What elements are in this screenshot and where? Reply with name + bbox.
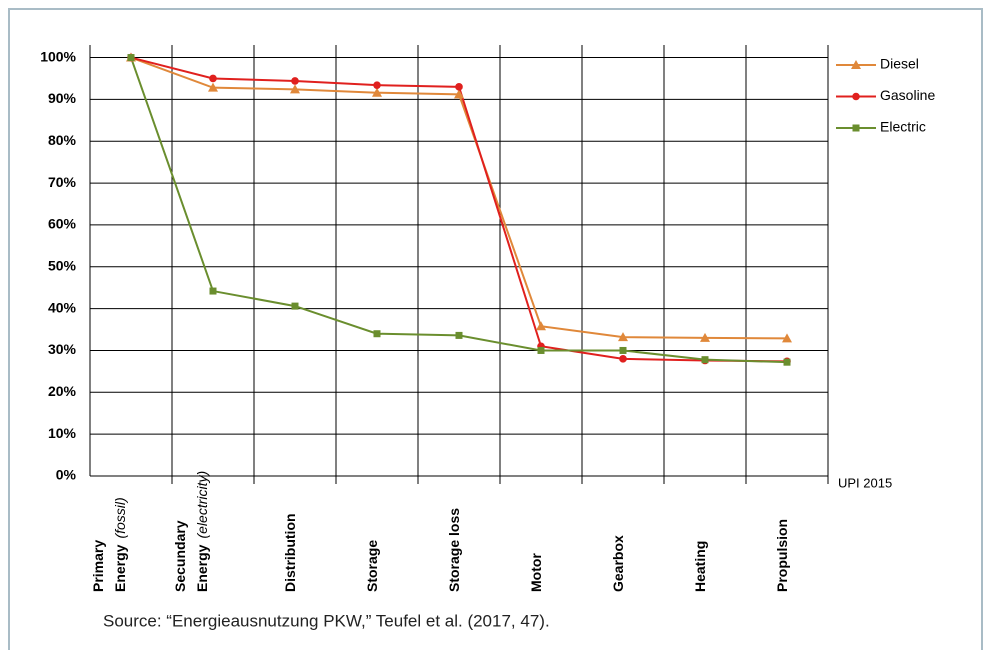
x-tick-label-note: (electricity) <box>194 471 210 539</box>
data-point <box>536 321 546 331</box>
figure-border <box>8 8 983 650</box>
data-point <box>619 346 627 354</box>
x-tick-label-line: Primary <box>90 540 106 592</box>
y-tick-label: 50% <box>48 257 77 273</box>
data-point <box>454 89 464 99</box>
x-tick-label-line: Motor <box>528 553 544 592</box>
series-line <box>130 56 788 363</box>
y-tick-label: 80% <box>48 132 77 148</box>
legend-marker <box>851 60 861 69</box>
series-line <box>130 57 788 364</box>
y-tick-label: 10% <box>48 425 77 441</box>
x-tick-label-line: Distribution <box>282 513 298 592</box>
x-tick-label: Primary <box>90 540 106 592</box>
x-tick-label-note: (fossil) <box>112 497 128 538</box>
data-point <box>209 74 217 83</box>
data-point <box>291 302 299 310</box>
x-tick-label-line: Storage <box>364 540 380 592</box>
x-tick-label: Storage <box>364 540 380 592</box>
data-point <box>373 81 381 89</box>
y-tick-label: 60% <box>48 216 77 232</box>
data-point <box>537 346 545 354</box>
y-tick-label: 0% <box>56 467 77 483</box>
x-tick-label-line: Heating <box>692 541 708 592</box>
data-point <box>209 287 217 295</box>
y-tick-label: 100% <box>40 48 76 64</box>
x-tick-label: Distribution <box>282 513 298 592</box>
data-point <box>619 355 627 363</box>
y-tick-label: 30% <box>48 341 77 357</box>
x-tick-label: Gearbox <box>610 535 626 592</box>
data-point <box>783 358 791 366</box>
x-tick-label-line: Propulsion <box>774 519 790 592</box>
data-point <box>208 82 218 92</box>
y-tick-label: 40% <box>48 299 77 315</box>
annotation: UPI 2015 <box>838 475 892 490</box>
source-note: Source: “Energieausnutzung PKW,” Teufel … <box>103 611 550 630</box>
x-tick-label: Propulsion <box>774 519 790 592</box>
data-point <box>127 54 135 62</box>
data-point <box>455 331 463 339</box>
data-point <box>782 333 792 343</box>
data-point <box>290 84 300 94</box>
y-tick-label: 90% <box>48 90 77 106</box>
x-tick-label-line: Secundary <box>172 520 188 592</box>
x-tick-label: Energy (electricity) <box>194 471 210 592</box>
data-point <box>700 332 710 342</box>
x-tick-label-line: Energy <box>194 544 210 592</box>
legend-marker <box>852 92 860 101</box>
x-tick-label: Energy (fossil) <box>112 497 128 592</box>
x-tick-label-line: Storage loss <box>446 508 462 592</box>
x-tick-label: Storage loss <box>446 508 462 592</box>
x-tick-label: Heating <box>692 541 708 592</box>
x-tick-label: Motor <box>528 553 544 592</box>
data-point <box>618 332 628 342</box>
data-point <box>373 330 381 338</box>
y-tick-label: 20% <box>48 383 77 399</box>
data-point <box>455 83 463 91</box>
data-point <box>372 87 382 97</box>
x-tick-label: Secundary <box>172 520 188 592</box>
data-point <box>291 77 299 85</box>
data-point <box>701 356 709 364</box>
legend-label: Gasoline <box>880 87 935 103</box>
y-tick-label: 70% <box>48 174 77 190</box>
x-tick-label-line: Gearbox <box>610 535 626 592</box>
x-tick-label-line: Energy <box>112 544 128 592</box>
legend-label: Electric <box>880 119 926 135</box>
legend-label: Diesel <box>880 56 919 72</box>
legend-marker <box>852 124 860 132</box>
